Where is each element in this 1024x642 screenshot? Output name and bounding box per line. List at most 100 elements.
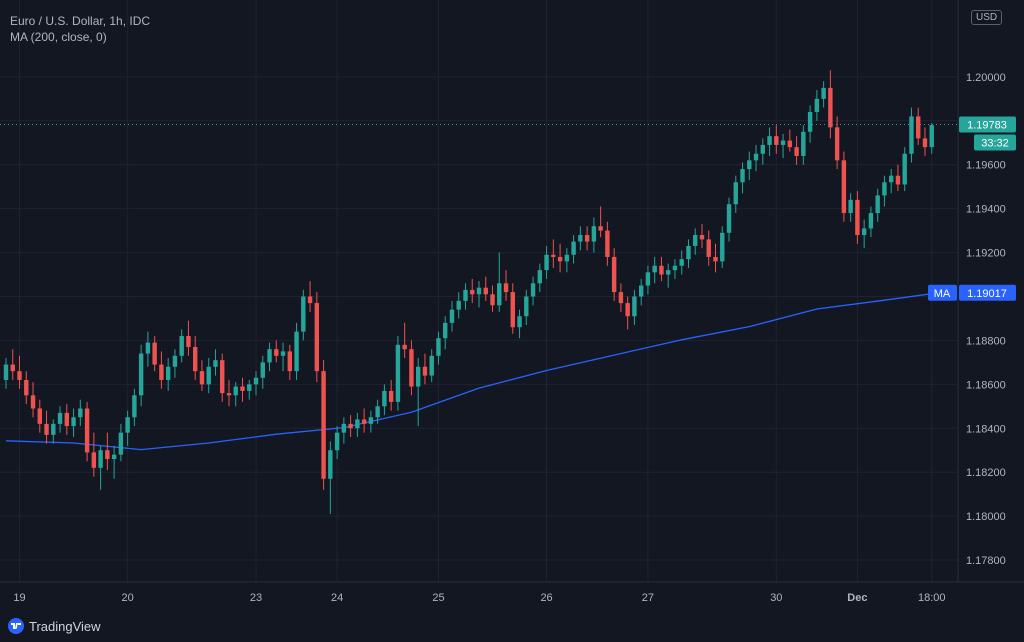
indicator-legend[interactable]: MA (200, close, 0) [10,30,107,44]
candle [490,285,495,312]
candle-body [814,98,820,113]
candle-body [247,384,252,391]
candle-body [645,272,651,286]
candle-body [395,344,401,402]
candle-body [476,287,482,295]
brand-name: TradingView [29,618,101,634]
candle [922,127,928,156]
candle-body [693,234,698,246]
candle-body [206,366,211,385]
candle-body [571,241,576,255]
candle [84,401,90,462]
candle [253,371,259,396]
candle-body [30,395,36,409]
candle [307,281,313,312]
y-tick-label: 1.19400 [966,204,1006,216]
candle [78,399,83,427]
candle-body [470,289,475,295]
currency-button[interactable]: USD [971,10,1003,25]
candle-body [713,256,718,262]
candle [165,357,171,391]
candle [767,127,772,156]
ma-tag-label-box [928,284,957,301]
candle-body [368,417,374,424]
candle-body [706,239,711,257]
candle [760,138,765,165]
y-tick-label: 1.18600 [966,379,1006,391]
candle-body [490,294,495,306]
x-tick-label: 23 [250,592,262,604]
candle-body [152,342,157,365]
candle [503,270,509,301]
candle-body [767,136,772,145]
candle-body [510,292,515,328]
candle [138,344,144,407]
candle-body [747,160,752,170]
candle-body [855,199,860,235]
price-tag-value: 1.19783 [967,120,1007,132]
candle [571,234,576,264]
candle [557,243,563,273]
candle [17,355,22,389]
candle-body [605,230,610,257]
candle-body [679,259,684,266]
candle [98,445,103,490]
candle [740,162,745,194]
countdown-value: 33:32 [981,138,1009,150]
candle-body [720,232,725,262]
candle [659,256,664,282]
candle [706,230,711,266]
candle [280,342,286,372]
candle-body [902,153,907,185]
candle [314,292,320,383]
candle [699,224,705,249]
candle-body [456,300,461,310]
candle [443,316,448,350]
candle [172,349,178,378]
candle [578,226,583,251]
candle-body [226,393,232,396]
candle-body [929,125,934,148]
candle [294,322,299,380]
candle-body [64,412,70,427]
candle-body [666,270,671,275]
x-tick-label: 24 [331,592,343,604]
candle [638,278,644,306]
candle-body [388,390,394,402]
candle-body [145,342,151,354]
candle-body [422,366,428,376]
candle-body [328,450,333,479]
ma-tag-value-box [959,284,1016,301]
candle [895,164,901,192]
candle [274,340,279,363]
x-tick-label: 25 [432,592,444,604]
candle [713,243,718,273]
candle [733,175,738,214]
candle [118,423,124,462]
candle-body [686,245,691,260]
candle-body [17,371,22,380]
candle [510,283,515,334]
candle-body [828,87,833,128]
candle-body [321,371,326,479]
candle-body [84,408,90,453]
candle-body [497,283,502,306]
grid-layer [0,0,958,582]
candle-body [301,296,306,332]
candle [145,331,151,367]
moving-average-layer [5,292,939,451]
candle-body [111,454,117,460]
candle-body [449,309,455,323]
candle [882,175,887,207]
candle-body [611,256,617,293]
candle [125,410,130,446]
tradingview-brand[interactable]: TradingView [8,618,101,634]
chart-title[interactable]: Euro / U.S. Dollar, 1h, IDC [10,14,151,28]
candle [747,151,752,181]
price-tag-box [959,116,1016,133]
candle [693,228,698,255]
candle [544,245,549,279]
candle-body [916,116,921,139]
candle [625,296,630,330]
